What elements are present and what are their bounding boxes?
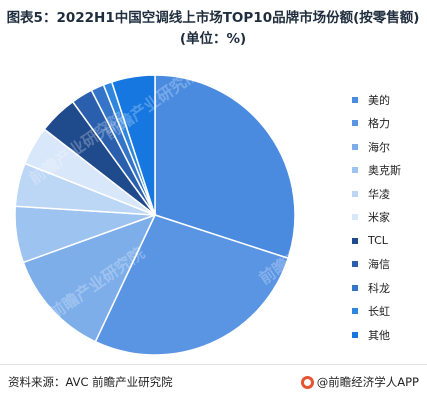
legend-swatch: [352, 96, 358, 103]
legend-swatch: [352, 214, 358, 221]
pie-slice-10: [110, 74, 156, 216]
legend-item: 奥克斯: [352, 159, 401, 183]
legend-label: 格力: [368, 117, 390, 131]
legend-item: 米家: [352, 206, 401, 230]
pie-chart: [14, 74, 296, 356]
legend-label: 米家: [368, 211, 390, 225]
legend-item: 海尔: [352, 135, 401, 159]
legend-item: 美的: [352, 88, 401, 112]
legend-swatch: [352, 143, 358, 150]
legend-item: 华凌: [352, 182, 401, 206]
legend-label: TCL: [368, 234, 388, 248]
pie-slice-0: [154, 74, 296, 260]
legend-item: 其他: [352, 323, 401, 347]
legend-item: 科龙: [352, 276, 401, 300]
legend-label: 海尔: [368, 140, 390, 154]
legend-label: 海信: [368, 258, 390, 272]
brand-text: @前瞻经济学人APP: [316, 375, 419, 389]
legend-swatch: [352, 237, 358, 244]
legend-item: 格力: [352, 112, 401, 136]
legend-label: 奥克斯: [368, 164, 401, 178]
legend-item: 长虹: [352, 300, 401, 324]
chart-area: 前瞻产业研究院 前瞻产业研究院 前瞻产业研究院 前瞻产业研究院: [0, 60, 427, 360]
legend-label: 其他: [368, 328, 390, 342]
legend-label: 华凌: [368, 187, 390, 201]
legend-swatch: [352, 308, 358, 315]
legend-item: TCL: [352, 229, 401, 253]
footer: 资料来源：AVC 前瞻产业研究院 @前瞻经济学人APP: [0, 364, 427, 402]
legend-swatch: [352, 120, 358, 127]
brand-credit: @前瞻经济学人APP: [300, 374, 419, 390]
legend-swatch: [352, 261, 358, 268]
source-note: 资料来源：AVC 前瞻产业研究院: [8, 375, 173, 389]
pie-slice-1: [94, 214, 290, 356]
pie-slice-2: [22, 213, 157, 343]
legend-label: 科龙: [368, 281, 390, 295]
brand-logo-icon: [300, 375, 314, 389]
legend-swatch: [352, 284, 358, 291]
legend: 美的格力海尔奥克斯华凌米家 TCL 海信科龙长虹其他: [352, 88, 401, 347]
legend-label: 美的: [368, 93, 390, 107]
legend-item: 海信: [352, 253, 401, 277]
legend-swatch: [352, 331, 358, 338]
legend-label: 长虹: [368, 305, 390, 319]
legend-swatch: [352, 190, 358, 197]
chart-title: 图表5：2022H1中国空调线上市场TOP10品牌市场份额(按零售额)(单位：%…: [6, 10, 420, 47]
legend-swatch: [352, 167, 358, 174]
